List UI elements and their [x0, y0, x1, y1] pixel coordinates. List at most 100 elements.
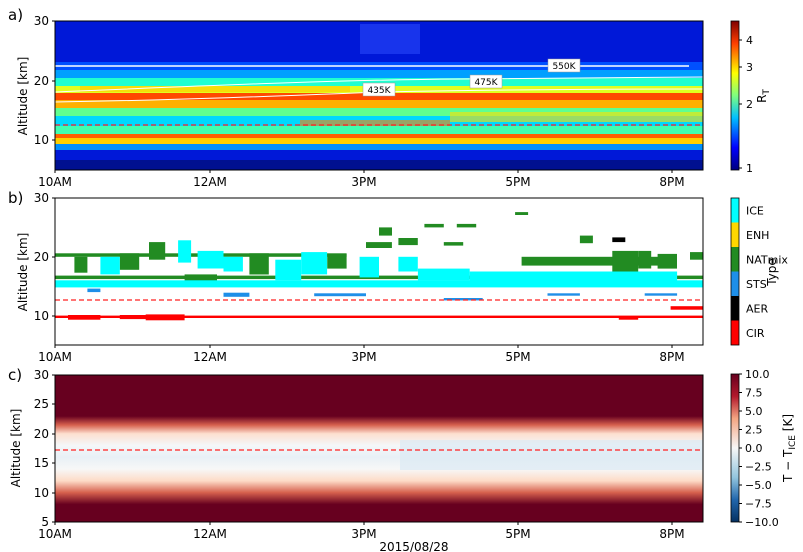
layer-natmix [443, 242, 464, 246]
layer-cir [145, 314, 185, 321]
colorbar-ticks: −10.0 −7.5 −5.0 −2.5 0.0 2.5 5.0 7.5 10.0 [739, 368, 779, 529]
colorbar-tick-label: −2.5 [745, 461, 772, 474]
layer-natmix [366, 242, 392, 248]
colorbar-tick-label: −7.5 [745, 498, 772, 511]
colorbar-tick-label: −10.0 [745, 516, 779, 529]
colorbar-label: RT [755, 89, 772, 103]
colorbar-swatch-enh [731, 222, 739, 247]
layer-ice [417, 268, 470, 281]
y-tick-label: 10 [34, 486, 49, 500]
panel-c-frame [54, 374, 704, 523]
y-tick-label: 20 [34, 74, 49, 88]
heatmap-band [55, 108, 703, 116]
panel-b-frame [54, 197, 704, 346]
layer-natmix [424, 223, 444, 228]
y-tick-label: 15 [34, 456, 49, 470]
heatmap-band [55, 144, 703, 150]
heatmap-band [55, 134, 703, 138]
layer-natmix [456, 223, 477, 228]
x-tick-label: 8PM [659, 350, 684, 364]
layer-ice [275, 259, 302, 281]
y-tick-label: 10 [34, 133, 49, 147]
colorbar-swatch-ice [731, 198, 739, 223]
layer-sts [644, 293, 678, 296]
layer-natmix [119, 253, 140, 270]
x-tick-label: 12AM [193, 175, 227, 189]
heatmap-band [55, 78, 703, 86]
heatmap-feature [450, 112, 703, 122]
layer-natmix [657, 253, 677, 269]
colorbar-swatch-sts [731, 271, 739, 296]
x-tick-label: 12AM [193, 350, 227, 364]
layer-cir [618, 316, 639, 320]
layer-cir [119, 315, 153, 320]
isentrope-label-text: 435K [367, 86, 391, 96]
y-tick-label: 5 [41, 515, 49, 529]
layer-sts [443, 298, 483, 301]
colorbar-tick-label: 10.0 [745, 368, 770, 381]
layer-natmix [690, 252, 703, 260]
colorbar-tick-label: 3 [746, 61, 753, 74]
panel-c-xaxis: 10AM 12AM 3PM 5PM 8PM 2015/08/28 [38, 522, 685, 552]
layer-natmix [74, 256, 88, 273]
panel-c-label: c) [8, 366, 22, 384]
x-tick-label: 10AM [38, 175, 72, 189]
colorbar-rt [730, 20, 740, 171]
heatmap-band-low [55, 160, 703, 170]
colorbar-t-minus-tice [730, 373, 740, 523]
colorbar-category-label: AER [746, 302, 768, 315]
heatmap-band [55, 93, 703, 100]
layer-natmix [612, 250, 639, 272]
y-tick-label: 30 [34, 14, 49, 28]
x-tick-label: 10AM [38, 527, 72, 541]
panel-b-colorbar: CIR AER STS NATmix ENH ICE [730, 197, 788, 346]
y-tick-label: 20 [34, 427, 49, 441]
colorbar-category-label: CIR [746, 327, 765, 340]
y-tick-label: 10 [34, 309, 49, 323]
colorbar-swatch-natmix [731, 247, 739, 272]
x-tick-label: 8PM [659, 527, 684, 541]
colorbar-category-label: ENH [746, 229, 769, 242]
isentrope-label-475k: 475K [469, 74, 503, 89]
y-tick-label: 20 [34, 250, 49, 264]
panel-b: b) 30 20 10 Altitude [km] 10AM 12AM 3PM … [8, 189, 788, 364]
layer-ice [359, 256, 379, 278]
panel-a-xaxis: 10AM 12AM 3PM 5PM 8PM [38, 170, 685, 189]
layer-natmix [398, 238, 418, 246]
layer-ice [469, 271, 678, 287]
heatmap-feature [80, 86, 350, 92]
layer-cir [68, 315, 101, 320]
colorbar-tick-label: 4 [746, 34, 753, 47]
layer-sts [314, 293, 366, 297]
panel-b-xaxis: 10AM 12AM 3PM 5PM 8PM [38, 345, 685, 364]
heatmap-band [55, 100, 703, 108]
layer-natmix [638, 250, 652, 269]
x-tick-label: 3PM [351, 175, 376, 189]
panel-b-label: b) [8, 189, 23, 207]
y-axis-label: Altitude [km] [16, 233, 30, 312]
layer-natmix [515, 212, 529, 215]
layer-sts [223, 292, 250, 297]
colorbar-tick-label: 5.0 [745, 405, 763, 418]
layer-cir [670, 306, 703, 310]
layer-aer [612, 237, 626, 243]
colorbar-label: Type [765, 258, 779, 287]
panel-c-yaxis: 30 25 20 15 10 5 Altitude [km] [9, 368, 55, 529]
isentrope-475k-line [54, 76, 704, 93]
x-axis-label: 2015/08/28 [379, 540, 448, 552]
colorbar-category-label: ICE [746, 204, 764, 217]
layer-natmix [249, 253, 269, 275]
heatmap-feature [300, 120, 450, 126]
layer-natmix [579, 235, 593, 244]
heatmap-feature [360, 24, 420, 54]
isentropes: 435K 475K 550K [54, 58, 704, 103]
panel-c-colorbar: −10.0 −7.5 −5.0 −2.5 0.0 2.5 5.0 7.5 10.0 T − TI… [730, 368, 798, 529]
x-tick-label: 12AM [193, 527, 227, 541]
layer-ice [197, 250, 224, 269]
x-tick-label: 3PM [351, 350, 376, 364]
heatmap-band [55, 70, 703, 78]
colorbar-tick-label: −5.0 [745, 479, 772, 492]
x-tick-label: 5PM [505, 175, 530, 189]
colorbar-tick-label: 0.0 [745, 442, 763, 455]
